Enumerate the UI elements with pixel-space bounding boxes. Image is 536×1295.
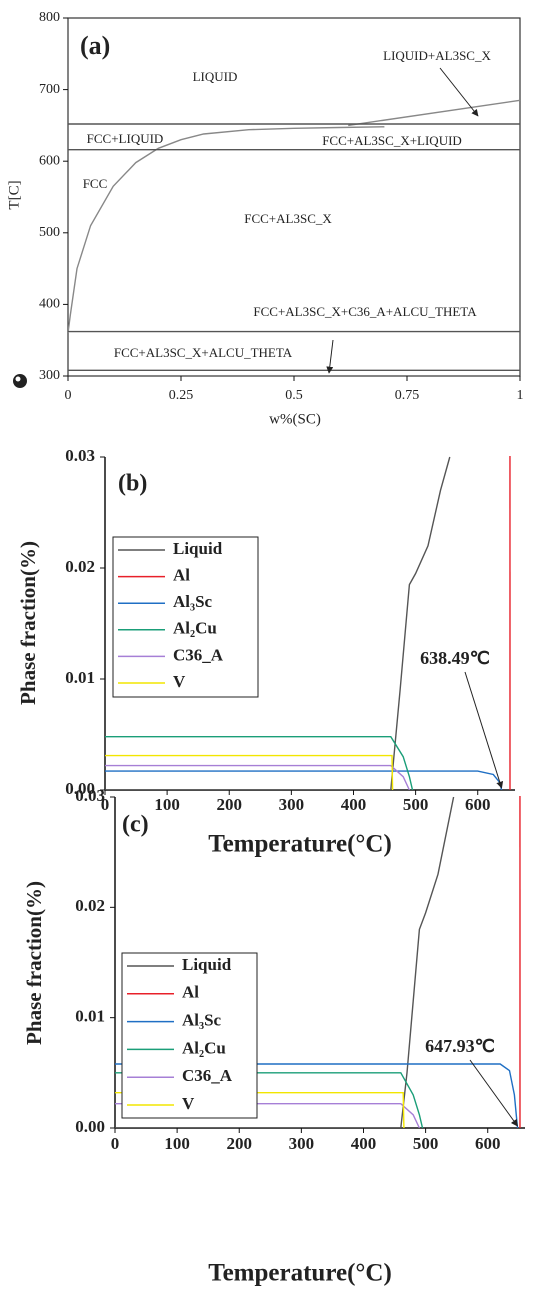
y-tick-label: 400	[39, 297, 60, 312]
x-tick-label: 0.75	[395, 388, 420, 403]
x-axis-label: w%(SC)	[269, 411, 321, 427]
panel-symbol	[13, 374, 27, 388]
annotation: FCC	[83, 176, 108, 191]
series-line	[105, 764, 411, 790]
annotation: FCC+AL3SC_X+ALCU_THETA	[114, 345, 293, 360]
y-tick-label: 0.02	[65, 557, 95, 576]
legend-label: Al₂Cu	[173, 619, 217, 638]
series-line	[115, 1072, 424, 1128]
x-tick-label: 0.5	[285, 388, 303, 403]
series-line	[68, 126, 385, 334]
y-tick-label: 300	[39, 368, 60, 383]
x-axis-label: Temperature(°C)	[208, 1260, 392, 1287]
annotation: LIQUID	[193, 69, 238, 84]
series-line	[115, 796, 455, 1128]
series-line	[115, 1063, 519, 1128]
legend-label: Al	[182, 983, 199, 1002]
annotation-arrow	[326, 339, 334, 374]
x-tick-label: 0.25	[169, 388, 194, 403]
x-tick-label: 200	[226, 1134, 252, 1153]
x-tick-label: 1	[517, 388, 524, 403]
y-tick-label: 0.01	[75, 1007, 105, 1026]
y-tick-label: 800	[39, 10, 60, 25]
y-tick-label: 600	[39, 153, 60, 168]
series-line	[509, 456, 511, 790]
annotation: FCC+AL3SC_X+C36_A+ALCU_THETA	[253, 304, 477, 319]
x-tick-label: 100	[164, 1134, 190, 1153]
legend-label: Al₃Sc	[173, 592, 213, 611]
legend-label: V	[173, 672, 186, 691]
x-tick-label: 0	[65, 388, 72, 403]
series-line	[105, 754, 394, 790]
panel-label: (a)	[80, 31, 110, 60]
x-tick-label: 400	[351, 1134, 377, 1153]
panel: 300 400 500 600 700 800 0 0.25 0.5 0.75 1 (a) w%(SC)…	[6, 10, 523, 427]
x-tick-label: 500	[403, 795, 429, 814]
annotation: FCC+LIQUID	[87, 131, 164, 146]
annotation-arrow	[464, 671, 504, 789]
x-tick-label: 500	[413, 1134, 439, 1153]
x-tick-label: 0	[101, 795, 110, 814]
legend-label: Liquid	[173, 539, 223, 558]
plot-frame	[67, 17, 521, 377]
annotation-arrow	[469, 1059, 518, 1127]
panel: 0.000.010.020.030 100 200 300 400 500 600(c)Te…	[22, 786, 525, 1287]
y-tick-label: 500	[39, 225, 60, 240]
series-line	[105, 736, 414, 790]
legend-label: C36_A	[182, 1066, 233, 1085]
x-tick-label: 200	[216, 795, 242, 814]
series-line	[105, 770, 503, 790]
panel-label: (c)	[122, 812, 149, 838]
y-tick-label: 0.02	[75, 896, 105, 915]
series-line	[115, 1103, 421, 1128]
panel-label: (b)	[118, 471, 147, 497]
x-tick-label: 600	[465, 795, 491, 814]
y-axis-label: T[C]	[6, 180, 22, 209]
legend-label: Al	[173, 566, 190, 585]
x-tick-label: 0	[111, 1134, 120, 1153]
x-tick-label: 600	[475, 1134, 501, 1153]
annotation: FCC+AL3SC_X	[244, 211, 332, 226]
y-tick-label: 700	[39, 82, 60, 97]
legend-label: Al₃Sc	[182, 1011, 222, 1030]
annotation: LIQUID+AL3SC_X	[383, 48, 491, 63]
legend-box	[112, 536, 259, 698]
y-axis-label: Phase fraction(%)	[16, 541, 40, 705]
annotation: FCC+AL3SC_X+LIQUID	[322, 133, 462, 148]
x-axis-label: Temperature(°C)	[208, 831, 392, 858]
annotation: 638.49℃	[420, 648, 490, 668]
x-tick-label: 400	[341, 795, 367, 814]
x-tick-label: 100	[154, 795, 180, 814]
annotation: 647.93℃	[425, 1036, 495, 1056]
legend-box	[121, 952, 258, 1119]
legend-label: Al₂Cu	[182, 1038, 226, 1057]
x-tick-label: 300	[289, 1134, 315, 1153]
legend-label: C36_A	[173, 645, 224, 664]
panel: 0.000.010.020.030 100 200 300 400 500 600(b)Te…	[16, 446, 515, 858]
legend-label: V	[182, 1094, 195, 1113]
y-axis-label: Phase fraction(%)	[22, 881, 46, 1045]
y-tick-label: 0.00	[65, 779, 95, 798]
legend-label: Liquid	[182, 955, 232, 974]
y-tick-label: 0.03	[75, 786, 105, 805]
y-tick-label: 0.00	[75, 1117, 105, 1136]
series-line	[348, 99, 521, 127]
y-tick-label: 0.03	[65, 446, 95, 465]
annotation-arrow	[439, 67, 479, 117]
y-tick-label: 0.01	[65, 668, 95, 687]
x-tick-label: 300	[279, 795, 305, 814]
